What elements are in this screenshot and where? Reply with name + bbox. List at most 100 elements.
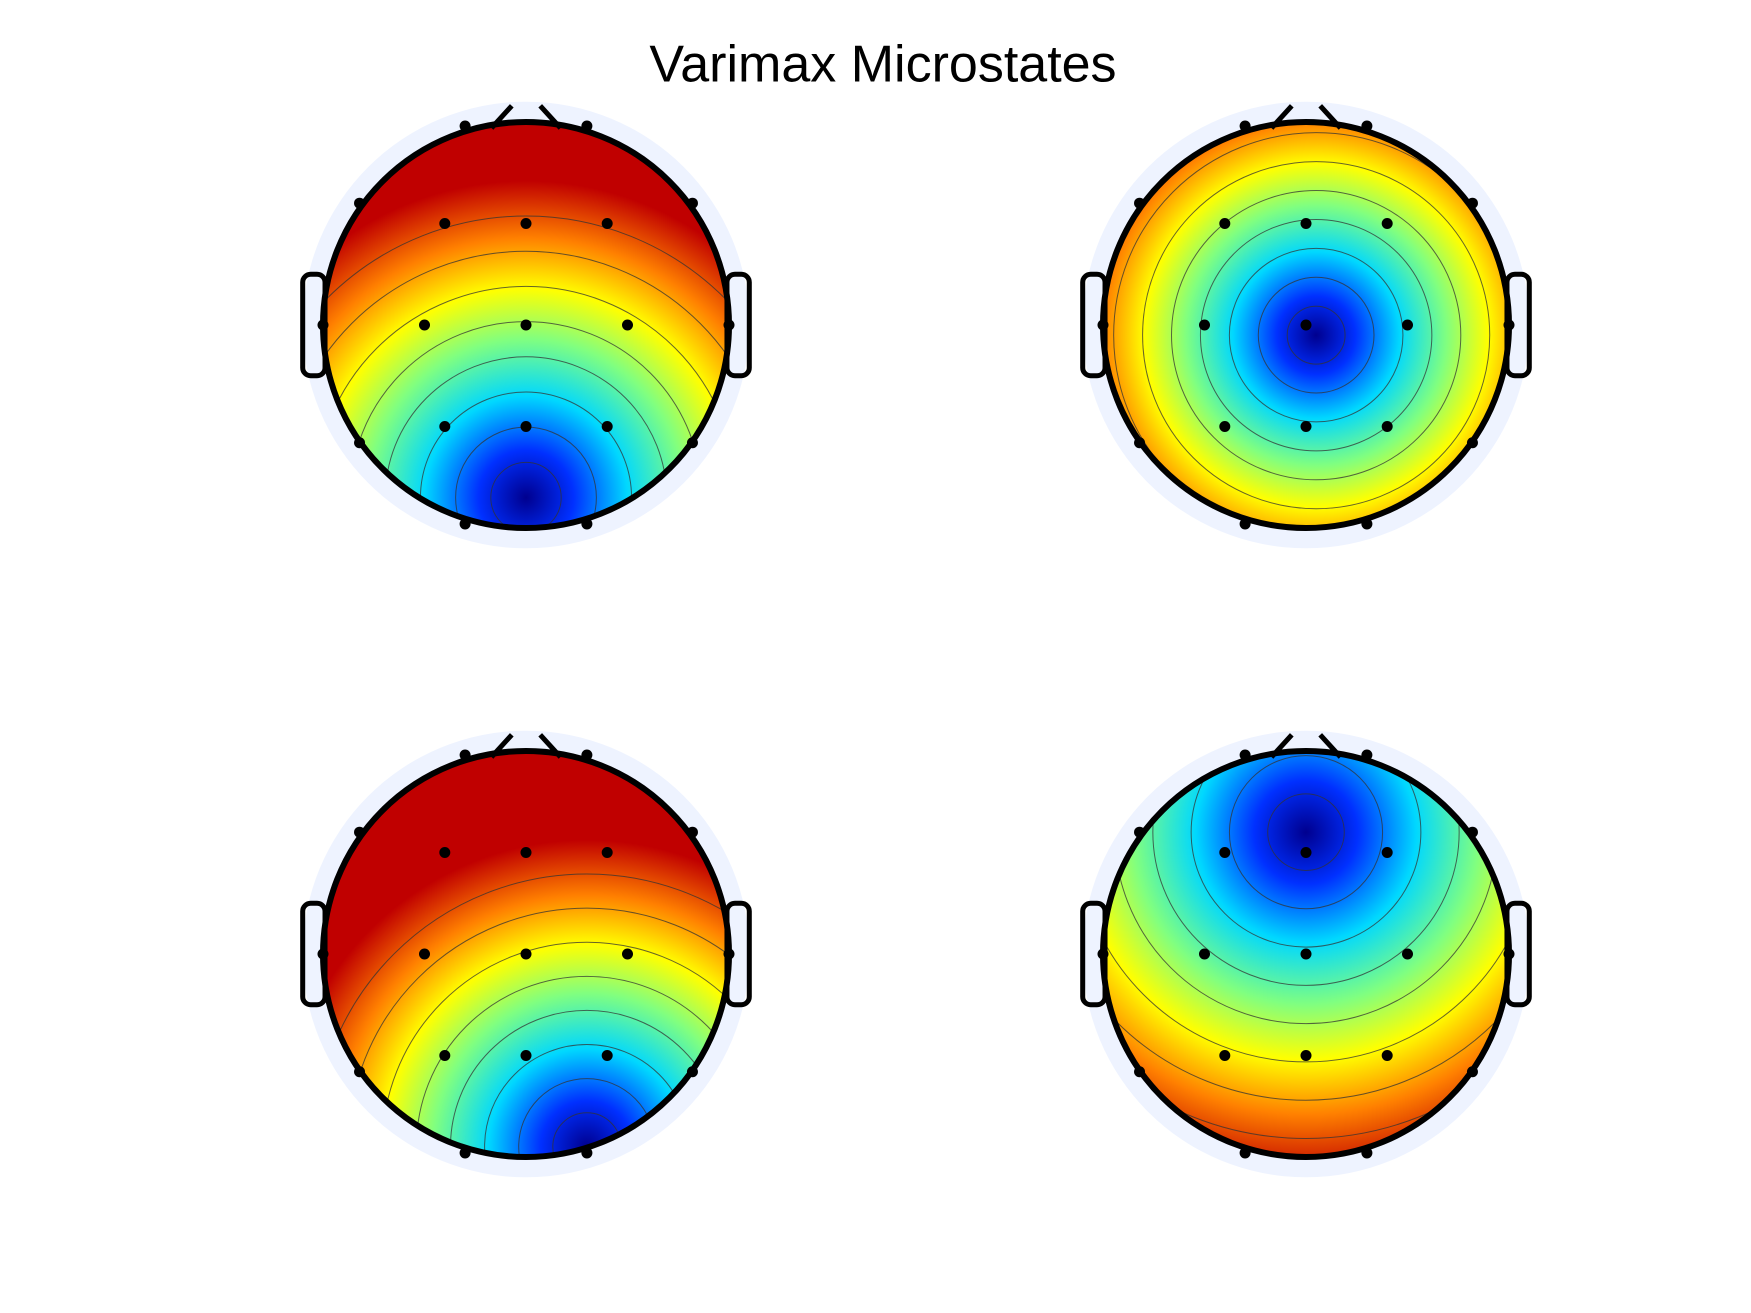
electrode [1361, 749, 1373, 761]
contour-line [323, 215, 729, 528]
electrode [622, 319, 633, 331]
electrode [1381, 847, 1393, 858]
electrode [459, 120, 471, 132]
electrode [520, 319, 532, 331]
contour-line [1152, 751, 1460, 986]
electrode [686, 826, 698, 838]
electrode [520, 218, 532, 229]
electrode [1361, 120, 1373, 132]
electrode [581, 518, 593, 530]
contour-line [490, 461, 562, 528]
contour-line [1267, 793, 1345, 871]
topomap [300, 101, 752, 549]
electrode [601, 218, 613, 229]
electrode [354, 826, 366, 838]
electrode [1381, 421, 1393, 432]
electrode [520, 847, 532, 858]
electrode [1134, 826, 1146, 838]
electrode [317, 948, 329, 960]
contour-line [1286, 305, 1346, 365]
topomap [1080, 101, 1532, 549]
electrode [520, 421, 532, 432]
electrode [1361, 518, 1373, 530]
contour-line [1190, 751, 1422, 948]
electrode [354, 197, 366, 209]
nose [489, 104, 563, 130]
electrode [1134, 1066, 1146, 1078]
electrode [1503, 319, 1515, 331]
electrode [686, 197, 698, 209]
electrode [686, 1066, 698, 1078]
contours [1103, 751, 1509, 1140]
electrode [1097, 948, 1109, 960]
electrode [723, 948, 735, 960]
electrode [1199, 948, 1210, 960]
electrode [459, 749, 471, 761]
contour-line [1257, 276, 1375, 394]
electrode [354, 437, 366, 449]
figure-title: Varimax Microstates [649, 36, 1116, 94]
electrode [686, 437, 698, 449]
electrode [439, 847, 451, 858]
electrode [1219, 1050, 1231, 1061]
electrode [419, 319, 430, 331]
electrode [1219, 218, 1231, 229]
electrode [581, 749, 593, 761]
electrode [1199, 319, 1210, 331]
contour-line [323, 285, 729, 528]
electrode [1134, 197, 1146, 209]
electrode [601, 847, 613, 858]
electrode [459, 1147, 471, 1159]
electrode [1503, 948, 1515, 960]
electrode [1466, 437, 1478, 449]
electrode [1239, 1147, 1251, 1159]
electrode [520, 948, 532, 960]
electrode [520, 1050, 532, 1061]
electrode [1466, 197, 1478, 209]
contour-line [323, 873, 729, 1157]
topomap [300, 730, 752, 1178]
electrode [1300, 319, 1312, 331]
nose [489, 733, 563, 759]
electrode [1300, 948, 1312, 960]
electrode [1300, 421, 1312, 432]
electrode [1239, 518, 1251, 530]
electrode [439, 218, 451, 229]
contour-line [1103, 751, 1509, 1063]
electrode [581, 1147, 593, 1159]
electrode [601, 421, 613, 432]
contour-line [1103, 751, 1509, 1101]
electrode [1361, 1147, 1373, 1159]
contour-line [1142, 161, 1491, 510]
electrode [1219, 847, 1231, 858]
electrode [354, 1066, 366, 1078]
contour-line [1228, 755, 1384, 910]
electrode [723, 319, 735, 331]
electrode [317, 319, 329, 331]
electrode [419, 948, 430, 960]
electrode [1300, 847, 1312, 858]
electrode [439, 1050, 451, 1061]
electrode [1097, 319, 1109, 331]
electrode [459, 518, 471, 530]
contour-line [1199, 218, 1433, 452]
contour-line [323, 250, 729, 528]
nose [1269, 104, 1343, 130]
contour-line [1171, 190, 1462, 481]
contour-line [1103, 751, 1509, 1140]
electrode [1381, 1050, 1393, 1061]
electrode [1300, 218, 1312, 229]
electrode [581, 120, 593, 132]
topomap [1080, 730, 1532, 1178]
electrode [1219, 421, 1231, 432]
electrode [601, 1050, 613, 1061]
electrode [1466, 826, 1478, 838]
electrode [622, 948, 633, 960]
contour-line [1228, 247, 1404, 423]
electrode [1402, 948, 1413, 960]
electrode [1402, 319, 1413, 331]
electrode [1300, 1050, 1312, 1061]
contour-line [1113, 132, 1509, 528]
nose [1269, 733, 1343, 759]
